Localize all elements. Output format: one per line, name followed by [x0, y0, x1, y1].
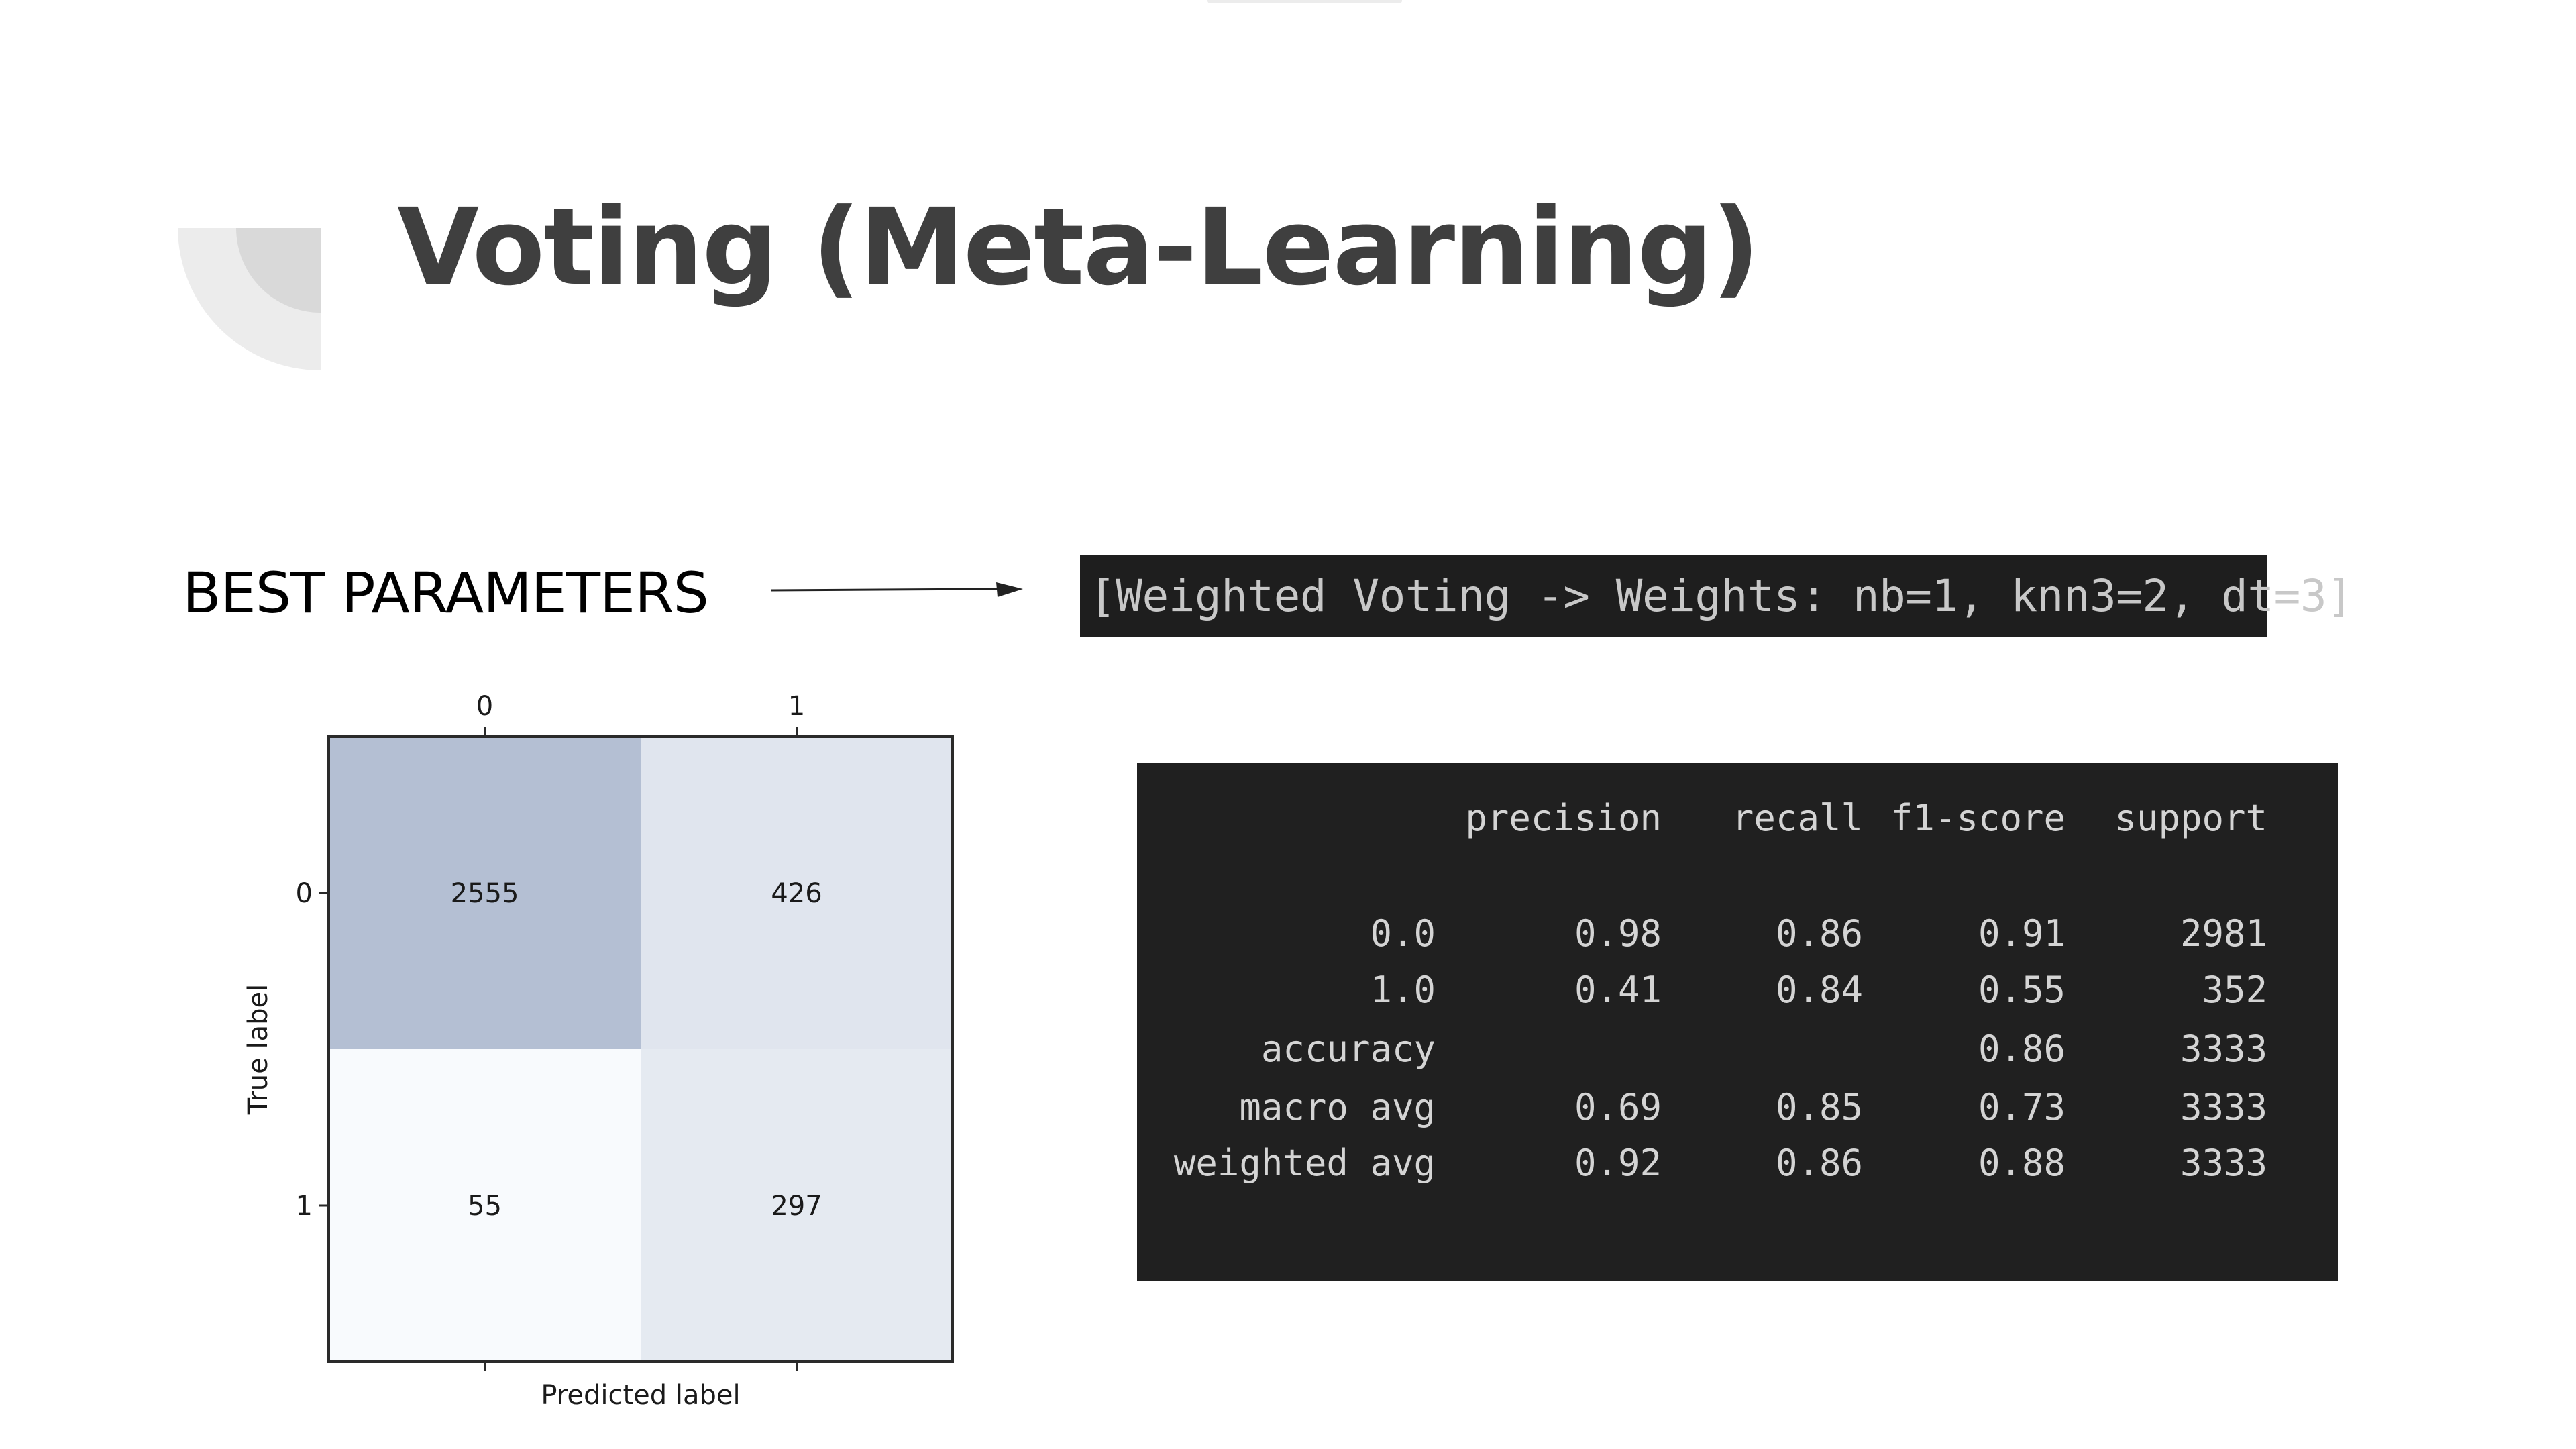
- matrix-frame: [327, 735, 954, 1363]
- f1-value: 0.88: [1978, 1142, 2065, 1184]
- cell-value-label: 297: [771, 1191, 822, 1222]
- row-label: macro avg: [1239, 1086, 1436, 1128]
- report-header-precision: precision: [1465, 797, 1662, 839]
- inner-arc-shape: [236, 228, 321, 313]
- report-header-support: support: [2114, 797, 2267, 839]
- matrix-cell-1-1: [641, 1049, 953, 1362]
- precision-value: 0.92: [1574, 1142, 1662, 1184]
- precision-value: 0.41: [1574, 969, 1662, 1011]
- support-value: 352: [2202, 969, 2267, 1011]
- row-label: 1.0: [1370, 969, 1436, 1011]
- cell-value-label: 426: [771, 878, 822, 909]
- x-tick-label: 0: [476, 691, 493, 722]
- matrix-cell-0-0: [329, 737, 641, 1049]
- f1-value: 0.55: [1978, 969, 2065, 1011]
- cell-value-label: 55: [468, 1191, 502, 1222]
- f1-value: 0.91: [1978, 912, 2065, 955]
- top-tab-marker: [1208, 0, 1402, 3]
- best-parameters-label: BEST PARAMETERS: [182, 560, 709, 626]
- x-tick-label: 1: [788, 691, 805, 722]
- y-axis-label: True label: [243, 984, 274, 1115]
- row-label: accuracy: [1260, 1028, 1436, 1070]
- support-value: 2981: [2180, 912, 2267, 955]
- recall-value: 0.86: [1775, 912, 1863, 955]
- y-tick-label: 0: [296, 878, 313, 909]
- y-tick-label: 1: [296, 1191, 313, 1222]
- report-header-f1-score: f1-score: [1890, 797, 2065, 839]
- support-value: 3333: [2180, 1028, 2267, 1070]
- row-label: weighted avg: [1173, 1142, 1436, 1184]
- confusion-matrix-chart: 2555 426 55 297 0 1 0 1 Predicted label True l…: [243, 691, 954, 1411]
- best-parameters-output: [Weighted Voting -> Weights: nb=1, knn3=…: [1080, 555, 2353, 637]
- matrix-cell-1-0: [329, 1049, 641, 1362]
- f1-value: 0.73: [1978, 1086, 2065, 1128]
- report-header-recall: recall: [1731, 797, 1863, 839]
- support-value: 3333: [2180, 1142, 2267, 1184]
- row-label: 0.0: [1370, 912, 1436, 955]
- recall-value: 0.86: [1775, 1142, 1863, 1184]
- recall-value: 0.85: [1775, 1086, 1863, 1128]
- f1-value: 0.86: [1978, 1028, 2065, 1070]
- support-value: 3333: [2180, 1086, 2267, 1128]
- cell-value-label: 2555: [451, 878, 519, 909]
- corner-decoration: [178, 228, 321, 370]
- arrow-right-icon: [771, 582, 1023, 597]
- slide-title: Voting (Meta-Learning): [397, 186, 1760, 309]
- precision-value: 0.69: [1574, 1086, 1662, 1128]
- x-axis-label: Predicted label: [541, 1380, 740, 1411]
- precision-value: 0.98: [1574, 912, 1662, 955]
- matrix-cell-0-1: [641, 737, 953, 1049]
- recall-value: 0.84: [1775, 969, 1863, 1011]
- classification-report: precision recall f1-score support 0.0 0.98 0.8…: [1137, 763, 2338, 1281]
